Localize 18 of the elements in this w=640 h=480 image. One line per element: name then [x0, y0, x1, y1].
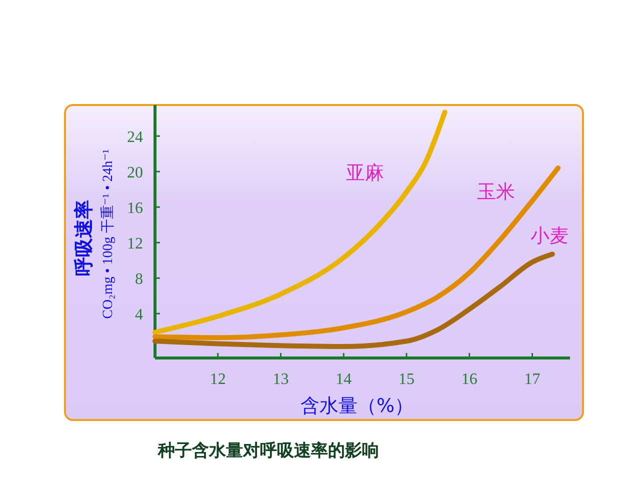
series-label: 玉米: [477, 181, 516, 204]
y-axis-title: 呼吸速率 CO₂mg • 100g 干重⁻¹ • 24h⁻¹: [73, 149, 116, 319]
text: 种子含水量对呼吸速率的影响: [157, 441, 379, 461]
x-tick-label: 14: [336, 371, 352, 388]
y-tick-label: 8: [135, 271, 143, 288]
y-tick-label: 12: [127, 236, 143, 253]
x-tick-label: 12: [210, 371, 226, 388]
series-label: 小麦: [530, 225, 568, 248]
series-label: 亚麻: [346, 162, 384, 184]
y-tick-label: 16: [127, 200, 143, 218]
x-tick-label: 13: [272, 371, 289, 388]
y-tick-label: 20: [127, 164, 143, 182]
x-axis-title: 含水量（%）: [300, 395, 414, 417]
y-tick-label: 4: [135, 306, 143, 324]
x-tick-label: 15: [398, 371, 415, 388]
y-tick-label: 24: [127, 129, 143, 146]
x-tick-label: 16: [461, 371, 478, 388]
x-tick-label: 17: [524, 371, 540, 388]
